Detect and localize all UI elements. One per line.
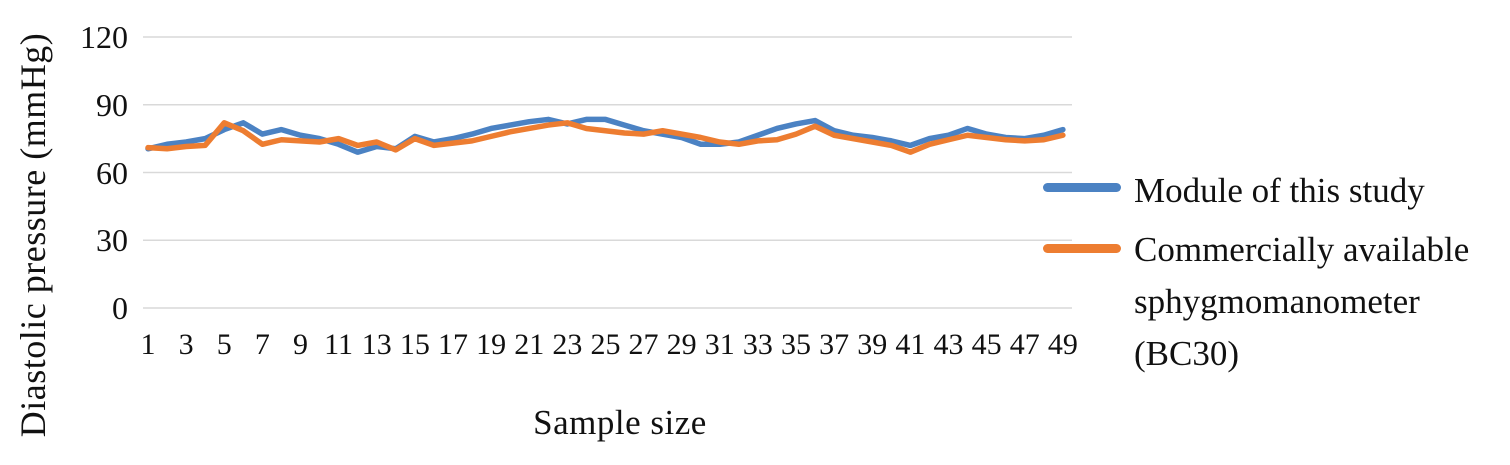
series-line-0 [145,116,1066,155]
legend-label-line: sphygmomanometer [1134,282,1420,321]
y-tick-label-120: 120 [80,19,128,55]
x-axis-title: Sample size [533,403,707,442]
legend-swatch-icon [1043,183,1121,192]
x-tick-label-47: 47 [1009,328,1040,361]
x-tick-label-31: 31 [704,328,735,361]
x-tick-label-1: 1 [140,328,156,361]
y-tick-label-30: 30 [96,222,128,259]
legend-item-0: Module of this study [1043,165,1425,217]
legend-label-line: (BC30) [1134,334,1239,373]
y-tick-label-60: 60 [96,154,128,191]
x-tick-label-19: 19 [476,328,507,361]
x-tick-label-33: 33 [742,328,773,361]
x-tick-label-25: 25 [590,328,621,361]
x-tick-label-23: 23 [552,328,583,361]
x-tick-label-37: 37 [819,328,850,361]
x-tick-label-45: 45 [971,328,1002,361]
x-tick-label-5: 5 [216,328,232,361]
x-tick-label-21: 21 [514,328,545,361]
y-tick-label-0: 0 [112,290,128,326]
x-tick-label-3: 3 [178,328,194,361]
legend-label: Commercially available sphygmomanometer (B… [1134,224,1469,380]
x-tick-label-17: 17 [437,328,468,361]
y-tick-label-90: 90 [96,86,128,123]
x-tick-label-43: 43 [933,328,964,361]
x-tick-label-7: 7 [254,328,270,361]
legend-item-1: Commercially available sphygmomanometer (B… [1043,224,1469,380]
y-axis-title: Diastolic pressure (mmHg) [13,32,53,438]
legend-label-line: Module of this study [1134,171,1425,210]
legend-label-line: Commercially available [1134,230,1470,269]
legend-label: Module of this study [1134,165,1425,217]
x-tick-label-15: 15 [399,328,430,361]
x-tick-label-35: 35 [781,328,812,361]
x-tick-label-27: 27 [628,328,659,361]
x-tick-label-29: 29 [666,328,697,361]
x-tick-label-39: 39 [857,328,888,361]
x-tick-label-49: 49 [1047,328,1078,361]
series-line-1 [145,120,1066,155]
x-tick-label-13: 13 [361,328,392,361]
x-tick-label-9: 9 [292,328,308,361]
legend-swatch-icon [1043,244,1121,253]
x-tick-label-41: 41 [895,328,926,361]
x-tick-label-11: 11 [324,328,354,361]
